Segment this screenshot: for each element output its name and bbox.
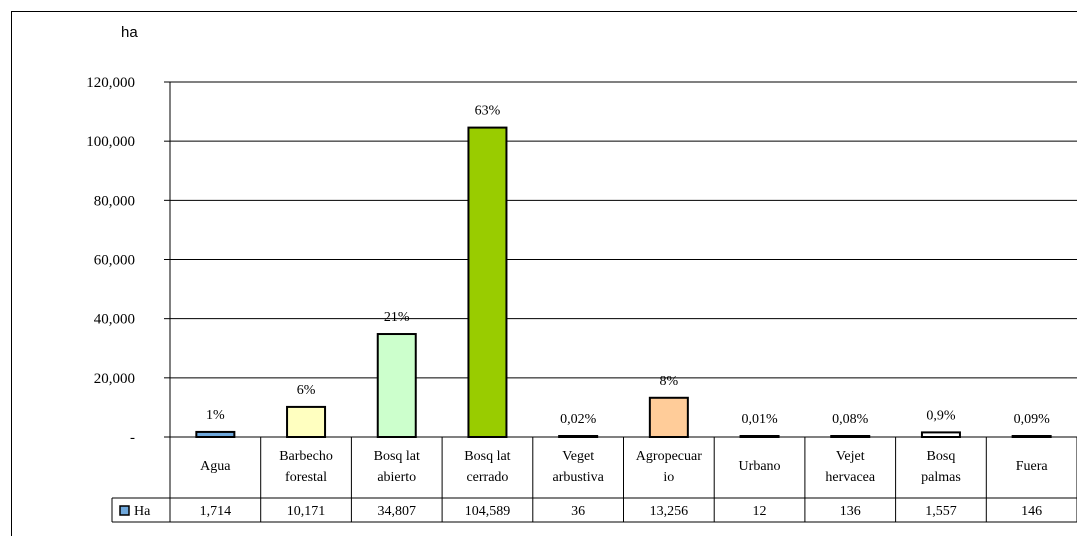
legend-swatch (119, 505, 130, 516)
percent-label: 6% (297, 383, 316, 398)
chart-frame (11, 11, 1077, 536)
percent-label: 0,9% (926, 408, 956, 423)
percent-label: 0,08% (832, 412, 869, 427)
percent-label: 8% (660, 374, 679, 389)
x-category-label: Agua (200, 459, 231, 474)
bar (739, 435, 780, 438)
table-value: 1,714 (200, 504, 232, 519)
y-axis-title: ha (121, 24, 138, 41)
percent-label: 0,02% (560, 412, 597, 427)
x-category-label: Vejet (836, 449, 865, 464)
x-category-label: Bosq lat (374, 449, 420, 464)
x-category-label: cerrado (466, 470, 508, 485)
bar (830, 435, 871, 438)
x-category-label: hervacea (825, 470, 876, 485)
table-value: 136 (840, 504, 861, 519)
bar (1011, 435, 1052, 438)
table-value: 146 (1021, 504, 1042, 519)
y-tick-label: 20,000 (94, 371, 135, 387)
x-category-label: io (663, 470, 674, 485)
y-tick-label: 100,000 (86, 134, 135, 150)
x-category-label: forestal (285, 470, 327, 485)
bar (558, 435, 599, 438)
y-tick-label: 60,000 (94, 253, 135, 269)
table-value: 34,807 (378, 504, 417, 519)
x-category-label: Agropecuar (636, 449, 702, 464)
percent-label: 63% (475, 104, 501, 119)
x-category-label: Barbecho (279, 449, 333, 464)
bar (195, 430, 236, 438)
percent-label: 0,09% (1014, 412, 1051, 427)
x-category-label: Urbano (739, 459, 781, 474)
bar (376, 333, 417, 439)
bar (648, 396, 689, 438)
x-category-label: Bosq (927, 449, 956, 464)
bar (920, 431, 961, 438)
x-category-label: arbustiva (552, 470, 604, 485)
x-category-label: abierto (377, 470, 416, 485)
x-category-label: Veget (562, 449, 594, 464)
y-tick-label: 80,000 (94, 193, 135, 209)
y-tick-label: - (130, 430, 135, 446)
bar (467, 126, 508, 438)
table-value: 10,171 (287, 504, 326, 519)
y-tick-label: 40,000 (94, 312, 135, 328)
percent-label: 1% (206, 408, 225, 423)
x-category-label: palmas (921, 470, 961, 485)
table-value: 12 (753, 504, 767, 519)
legend-label: Ha (134, 504, 151, 519)
table-value: 104,589 (465, 504, 511, 519)
y-tick-label: 120,000 (86, 75, 135, 91)
x-category-label: Bosq lat (464, 449, 510, 464)
table-value: 36 (571, 504, 585, 519)
percent-label: 0,01% (741, 412, 778, 427)
table-value: 1,557 (925, 504, 957, 519)
percent-label: 21% (384, 310, 410, 325)
bar (286, 405, 327, 439)
table-value: 13,256 (650, 504, 689, 519)
x-category-label: Fuera (1016, 459, 1049, 474)
